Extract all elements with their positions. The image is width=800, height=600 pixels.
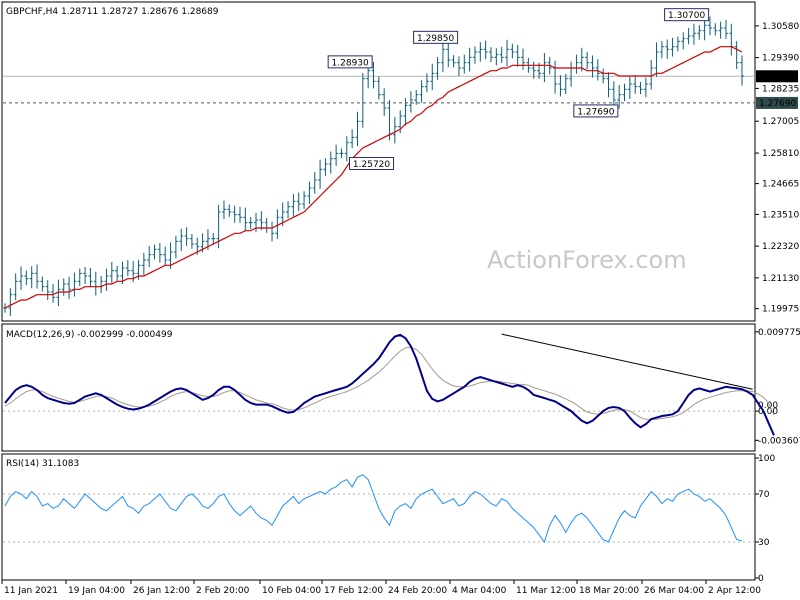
rsi-panel [1,453,756,581]
price-tick-label: 1.24665 [762,180,799,190]
x-tick-label: 11 Jan 2021 [4,586,58,596]
rsi-title: RSI(14) 31.1083 [6,459,79,469]
macd-trendline [501,333,753,390]
rsi-tick-label: 30 [758,538,770,548]
x-tick-label: 11 Mar 12:00 [516,586,576,596]
rsi-axis: 100 70 30 0 [3,454,775,584]
rsi-tick-label: 100 [758,454,775,464]
x-tick-label: 26 Mar 04:00 [644,586,704,596]
rsi-lines [4,474,743,544]
macd-panel [1,323,756,452]
rsi-line [4,474,743,544]
price-tick-label: 1.30580 [762,22,799,32]
x-tick-label: 10 Feb 04:00 [262,586,321,596]
price-tick-label: 1.21130 [762,274,799,284]
price-annotation-label: 1.25720 [353,160,390,170]
macd-tick-label: 0.00 [758,407,778,417]
price-annotation-label: 1.30700 [668,11,705,21]
macd-line [4,333,775,436]
price-title: GBPCHF,H4 1.28711 1.28727 1.28676 1.2868… [6,7,219,17]
price-annotation-label: 1.28930 [332,58,369,68]
price-tick-label: 1.19975 [762,305,799,315]
watermark: ActionForex.com [487,246,687,274]
moving-average-line [4,46,743,309]
price-annotation-box [349,156,395,170]
support-badge [756,96,798,109]
x-tick-label: 26 Jan 12:00 [133,586,190,596]
price-tick-label: 1.27005 [762,117,799,127]
x-tick-label: 2 Feb 20:00 [196,586,250,596]
x-tick-label: 18 Mar 20:00 [579,586,639,596]
rsi-tick-label: 0 [758,574,764,584]
macd-tick-label: -0.003607 [758,436,800,446]
x-tick-label: 4 Mar 04:00 [452,586,507,596]
price-tick-label: 1.28235 [762,84,799,94]
macd-lines [4,333,775,436]
macd-tick-label: 0.009775 [758,328,800,338]
price-annotation-label: 1.29850 [417,34,454,44]
price-annotation-box [413,30,459,44]
moving-average [4,46,743,309]
support-label: 1.27690 [759,99,796,109]
price-annotations: 1.28930 1.29850 1.30700 1.25720 1.27690 [327,8,710,170]
macd-signal-line [4,346,775,420]
price-annotation-box [664,8,710,22]
x-tick-label: 24 Feb 20:00 [388,586,447,596]
price-tick-label: 1.29390 [762,54,799,64]
price-annotation-box [573,104,619,118]
x-tick-label: 17 Feb 12:00 [324,586,383,596]
rsi-tick-label: 70 [758,490,770,500]
current-price-badge [756,70,798,83]
x-axis: 11 Jan 2021 19 Jan 04:00 26 Jan 12:00 2 Feb… [1,580,761,596]
x-tick-label: 19 Jan 04:00 [68,586,125,596]
x-tick-label: 2 Apr 12:00 [708,586,761,596]
macd-title: MACD(12,26,9) -0.002999 -0.000499 [6,330,173,340]
candles [3,16,744,316]
current-price-label: 1.28689 [759,72,796,82]
price-annotation-label: 1.27690 [577,107,614,117]
price-axis: 1.19975 1.21130 1.22320 1.23510 1.24665 1.258… [755,22,799,315]
price-tick-label: 1.23510 [762,210,799,220]
price-annotation-box [327,55,373,69]
price-panel [1,1,756,322]
price-tick-label: 1.22320 [762,242,799,252]
macd-zero-label: 0.00 [758,401,778,411]
price-tick-label: 1.25810 [762,149,799,159]
